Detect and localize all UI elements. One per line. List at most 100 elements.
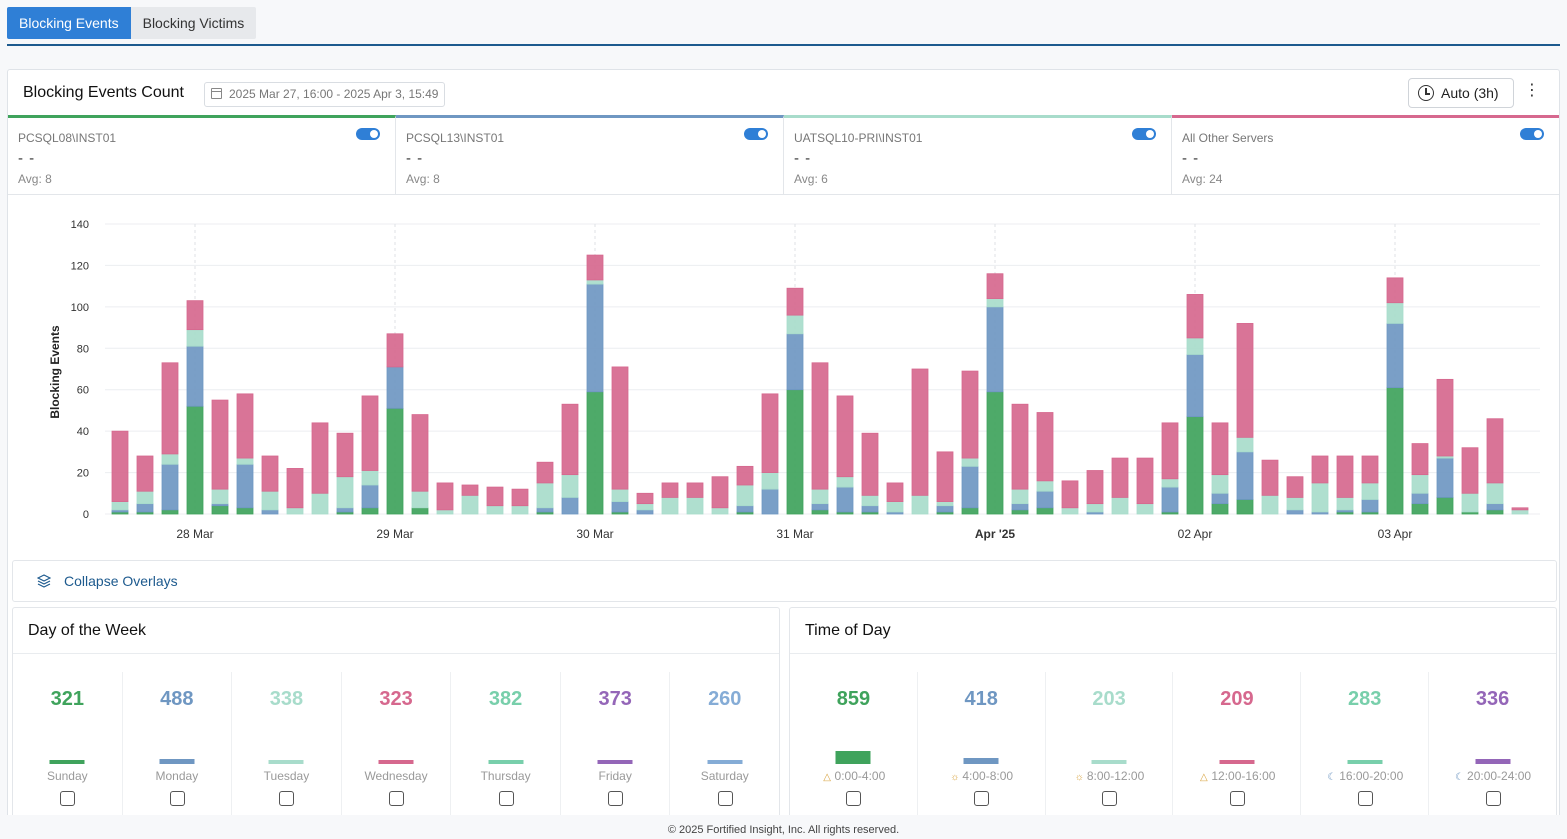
server-value: - -	[406, 150, 424, 167]
time-range-checkbox[interactable]	[1102, 791, 1118, 806]
weekday-checkbox[interactable]	[498, 791, 514, 806]
bar-segment	[311, 422, 329, 494]
time-range-checkbox[interactable]	[1229, 791, 1245, 806]
bar-segment	[336, 476, 354, 509]
y-tick-label: 120	[71, 260, 89, 272]
bar-segment	[1336, 497, 1354, 511]
bar-segment	[186, 300, 204, 331]
server-card: PCSQL13\INST01 - - Avg: 8	[396, 115, 784, 194]
weekday-checkbox[interactable]	[717, 791, 733, 806]
bar-segment	[661, 497, 679, 515]
more-menu-icon[interactable]: ⋮	[1524, 82, 1540, 99]
bar-segment	[811, 503, 829, 511]
bar-segment	[636, 503, 654, 511]
bar-segment	[161, 362, 179, 455]
server-avg: Avg: 8	[406, 172, 440, 186]
weekday-checkbox[interactable]	[169, 791, 185, 806]
bar-segment	[811, 509, 829, 515]
tab-bar: Blocking Events Blocking Victims	[7, 7, 257, 39]
bar-segment	[136, 503, 154, 513]
bar-segment	[1386, 302, 1404, 324]
bar-segment	[1411, 443, 1429, 476]
weekday-checkbox[interactable]	[60, 791, 76, 806]
server-toggle[interactable]	[744, 128, 768, 140]
blocking-events-panel: Blocking Events Count 2025 Mar 27, 16:00…	[7, 69, 1560, 839]
bar-segment	[1186, 416, 1204, 515]
panel-header: Blocking Events Count 2025 Mar 27, 16:00…	[8, 70, 1559, 116]
time-range-label-text: 16:00-20:00	[1339, 769, 1404, 783]
bar-segment	[961, 507, 979, 515]
tab-blocking-victims[interactable]: Blocking Victims	[130, 7, 257, 39]
weekday-checkbox[interactable]	[389, 791, 405, 806]
time-range-label-text: 0:00-4:00	[834, 769, 886, 783]
server-toggle[interactable]	[1132, 128, 1156, 140]
time-of-day-icon: △	[823, 772, 831, 783]
bar-segment	[411, 414, 429, 492]
server-name: PCSQL13\INST01	[406, 131, 505, 145]
bar-segment	[1086, 470, 1104, 505]
weekday-bar	[49, 760, 85, 764]
time-of-day-icon: ☼	[1074, 772, 1084, 783]
time-range-label-text: 4:00-8:00	[962, 769, 1014, 783]
weekday-bar	[707, 760, 743, 764]
weekday-bar	[378, 760, 414, 764]
time-range-checkbox[interactable]	[846, 791, 862, 806]
bar-segment	[586, 279, 604, 285]
bar-segment	[561, 474, 579, 498]
bar-segment	[1161, 486, 1179, 513]
weekday-label: Friday	[561, 769, 670, 783]
server-value: - -	[1182, 150, 1200, 167]
time-of-day-icon: △	[1200, 772, 1208, 783]
date-range-picker[interactable]: 2025 Mar 27, 16:00 - 2025 Apr 3, 15:49	[204, 82, 446, 107]
weekday-label: Tuesday	[232, 769, 341, 783]
bar-segment	[636, 492, 654, 505]
weekday-label-text: Wednesday	[364, 769, 428, 783]
x-tick-label: 30 Mar	[576, 527, 613, 541]
time-range-label: △ 12:00-16:00	[1173, 769, 1300, 783]
bar-segment	[1236, 323, 1254, 438]
bar-segment	[1186, 354, 1204, 418]
bar-segment	[1411, 503, 1429, 515]
bar-segment	[561, 403, 579, 476]
footer: © 2025 Fortified Insight, Inc. All right…	[0, 815, 1567, 839]
time-of-day-icon: ☾	[1327, 772, 1337, 783]
weekday-column: 321 Sunday	[13, 672, 123, 839]
panel-title: Blocking Events Count	[23, 84, 184, 101]
collapse-overlays-button[interactable]: Collapse Overlays	[12, 560, 1557, 602]
weekday-checkbox[interactable]	[279, 791, 295, 806]
time-range-label: ☾ 16:00-20:00	[1301, 769, 1428, 783]
time-of-day-columns: 859 △ 0:00-4:00 418 ☼ 4:00-8:00 203 ☼ 8:00-12:00…	[790, 672, 1556, 839]
bar-segment	[161, 453, 179, 465]
time-range-checkbox[interactable]	[1485, 791, 1501, 806]
weekday-label-text: Friday	[598, 769, 632, 783]
bar-segment	[586, 283, 604, 393]
tab-blocking-events[interactable]: Blocking Events	[7, 7, 131, 39]
collapse-overlays-label: Collapse Overlays	[64, 573, 178, 589]
server-name: All Other Servers	[1182, 131, 1274, 145]
bar-segment	[1111, 457, 1129, 498]
bar-segment	[1211, 474, 1229, 494]
time-of-day-icon: ☼	[950, 772, 960, 783]
bar-segment	[436, 509, 454, 515]
time-range-checkbox[interactable]	[1357, 791, 1373, 806]
bar-segment	[1211, 503, 1229, 515]
calendar-icon	[211, 88, 222, 99]
bar-segment	[1211, 492, 1229, 505]
server-card: UATSQL10-PRI\INST01 - - Avg: 6	[784, 115, 1172, 194]
bar-segment	[736, 505, 754, 513]
auto-refresh-button[interactable]: Auto (3h)	[1408, 78, 1514, 108]
server-toggle[interactable]	[356, 128, 380, 140]
time-range-checkbox[interactable]	[974, 791, 990, 806]
server-legend: PCSQL08\INST01 - - Avg: 8 PCSQL13\INST01…	[8, 115, 1559, 195]
server-name: UATSQL10-PRI\INST01	[794, 131, 923, 145]
bar-segment	[686, 482, 704, 498]
bar-segment	[1486, 503, 1504, 511]
server-toggle[interactable]	[1520, 128, 1544, 140]
bar-segment	[336, 507, 354, 513]
bar-segment	[1061, 507, 1079, 515]
bar-segment	[1236, 499, 1254, 515]
weekday-checkbox[interactable]	[608, 791, 624, 806]
bar-segment	[211, 488, 229, 505]
bar-segment	[911, 494, 929, 515]
bar-segment	[1036, 480, 1054, 492]
